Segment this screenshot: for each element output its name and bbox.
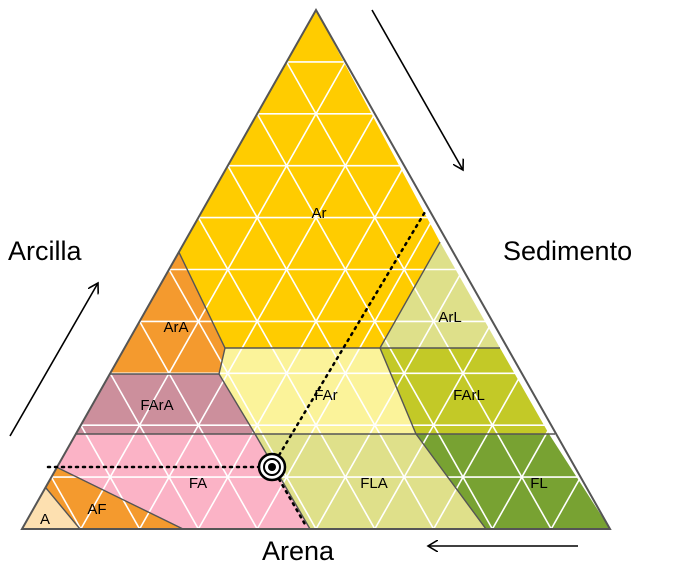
grid-line-diagonal	[550, 476, 582, 529]
region-fl	[416, 434, 610, 529]
triangle-outline	[20, 7, 612, 530]
axis-label-clay: Arcilla	[8, 236, 82, 266]
region-ar	[174, 10, 440, 348]
class-label-farl: FArL	[453, 387, 485, 404]
grid-lines	[50, 61, 582, 529]
class-label-fla: FLA	[360, 475, 388, 492]
class-label-arl: ArL	[438, 309, 461, 326]
class-label-fl: FL	[530, 475, 548, 492]
reading-guides	[46, 210, 427, 528]
class-label-af: AF	[87, 501, 106, 518]
grid-line-diagonal	[256, 113, 494, 529]
class-label-fa: FA	[189, 475, 207, 492]
grid-line-diagonal	[432, 372, 523, 529]
region-fla	[255, 434, 486, 529]
arrow-clay	[9, 283, 98, 437]
class-label-ara: ArA	[163, 319, 188, 336]
grid-line-diagonal	[50, 476, 82, 529]
region-fara	[64, 374, 255, 434]
class-label-far: FAr	[314, 387, 337, 404]
region-ara	[100, 242, 225, 374]
grid-line-diagonal	[138, 113, 376, 529]
grid-line-diagonal	[168, 269, 317, 529]
grid-line-diagonal	[80, 61, 347, 529]
axis-label-silt: Sedimento	[503, 236, 633, 266]
grid-line-diagonal	[109, 372, 200, 529]
direction-arrows	[9, 9, 578, 546]
class-label-ar: Ar	[312, 205, 327, 222]
target-marker	[257, 452, 287, 482]
region-farl	[380, 348, 549, 434]
class-boundaries	[35, 241, 555, 529]
arrow-silt	[371, 9, 463, 170]
grid-line-diagonal	[285, 61, 552, 529]
axis-label-sand: Arena	[262, 536, 335, 566]
grid-line-diagonal	[315, 269, 464, 529]
region-af	[36, 461, 183, 529]
class-label-a: A	[40, 511, 50, 528]
class-label-fara: FArA	[140, 397, 173, 414]
